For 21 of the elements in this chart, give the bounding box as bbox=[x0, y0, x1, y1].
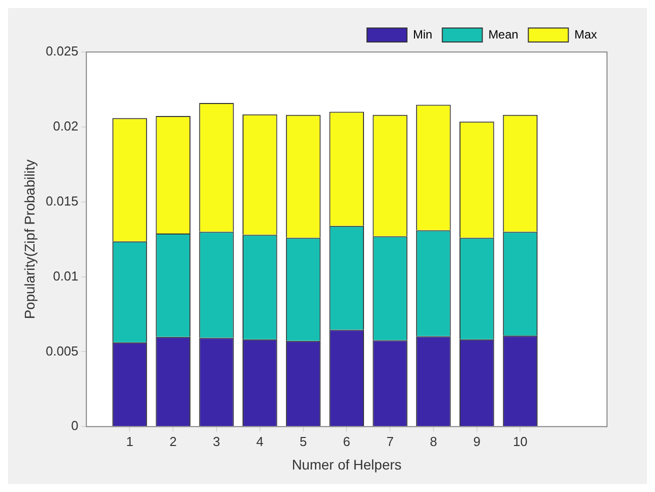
x-tick-label: 7 bbox=[386, 434, 394, 449]
x-tick-label: 3 bbox=[212, 434, 220, 449]
x-tick-label: 1 bbox=[126, 434, 134, 449]
y-axis-title: Popularity(Zipf Probability bbox=[21, 160, 38, 320]
x-tick-label: 5 bbox=[300, 434, 307, 449]
y-tick-label: 0.025 bbox=[46, 44, 78, 59]
y-tick-label: 0.005 bbox=[46, 343, 78, 358]
x-tick-label: 4 bbox=[256, 434, 264, 449]
x-tick-label: 2 bbox=[169, 434, 177, 449]
x-tick-label: 8 bbox=[430, 434, 438, 449]
legend-label: Max bbox=[574, 27, 597, 42]
x-axis-title: Numer of Helpers bbox=[292, 456, 402, 472]
x-tick-label: 6 bbox=[343, 434, 350, 449]
y-tick-label: 0.015 bbox=[46, 193, 78, 208]
legend-label: Min bbox=[412, 27, 432, 42]
x-tick-label: 9 bbox=[473, 434, 480, 449]
legend-label: Mean bbox=[488, 27, 518, 42]
y-tick-label: 0 bbox=[71, 418, 78, 434]
y-tick-label: 0.02 bbox=[53, 118, 78, 134]
y-tick-label: 0.01 bbox=[53, 268, 78, 284]
x-tick-label: 10 bbox=[512, 434, 528, 449]
